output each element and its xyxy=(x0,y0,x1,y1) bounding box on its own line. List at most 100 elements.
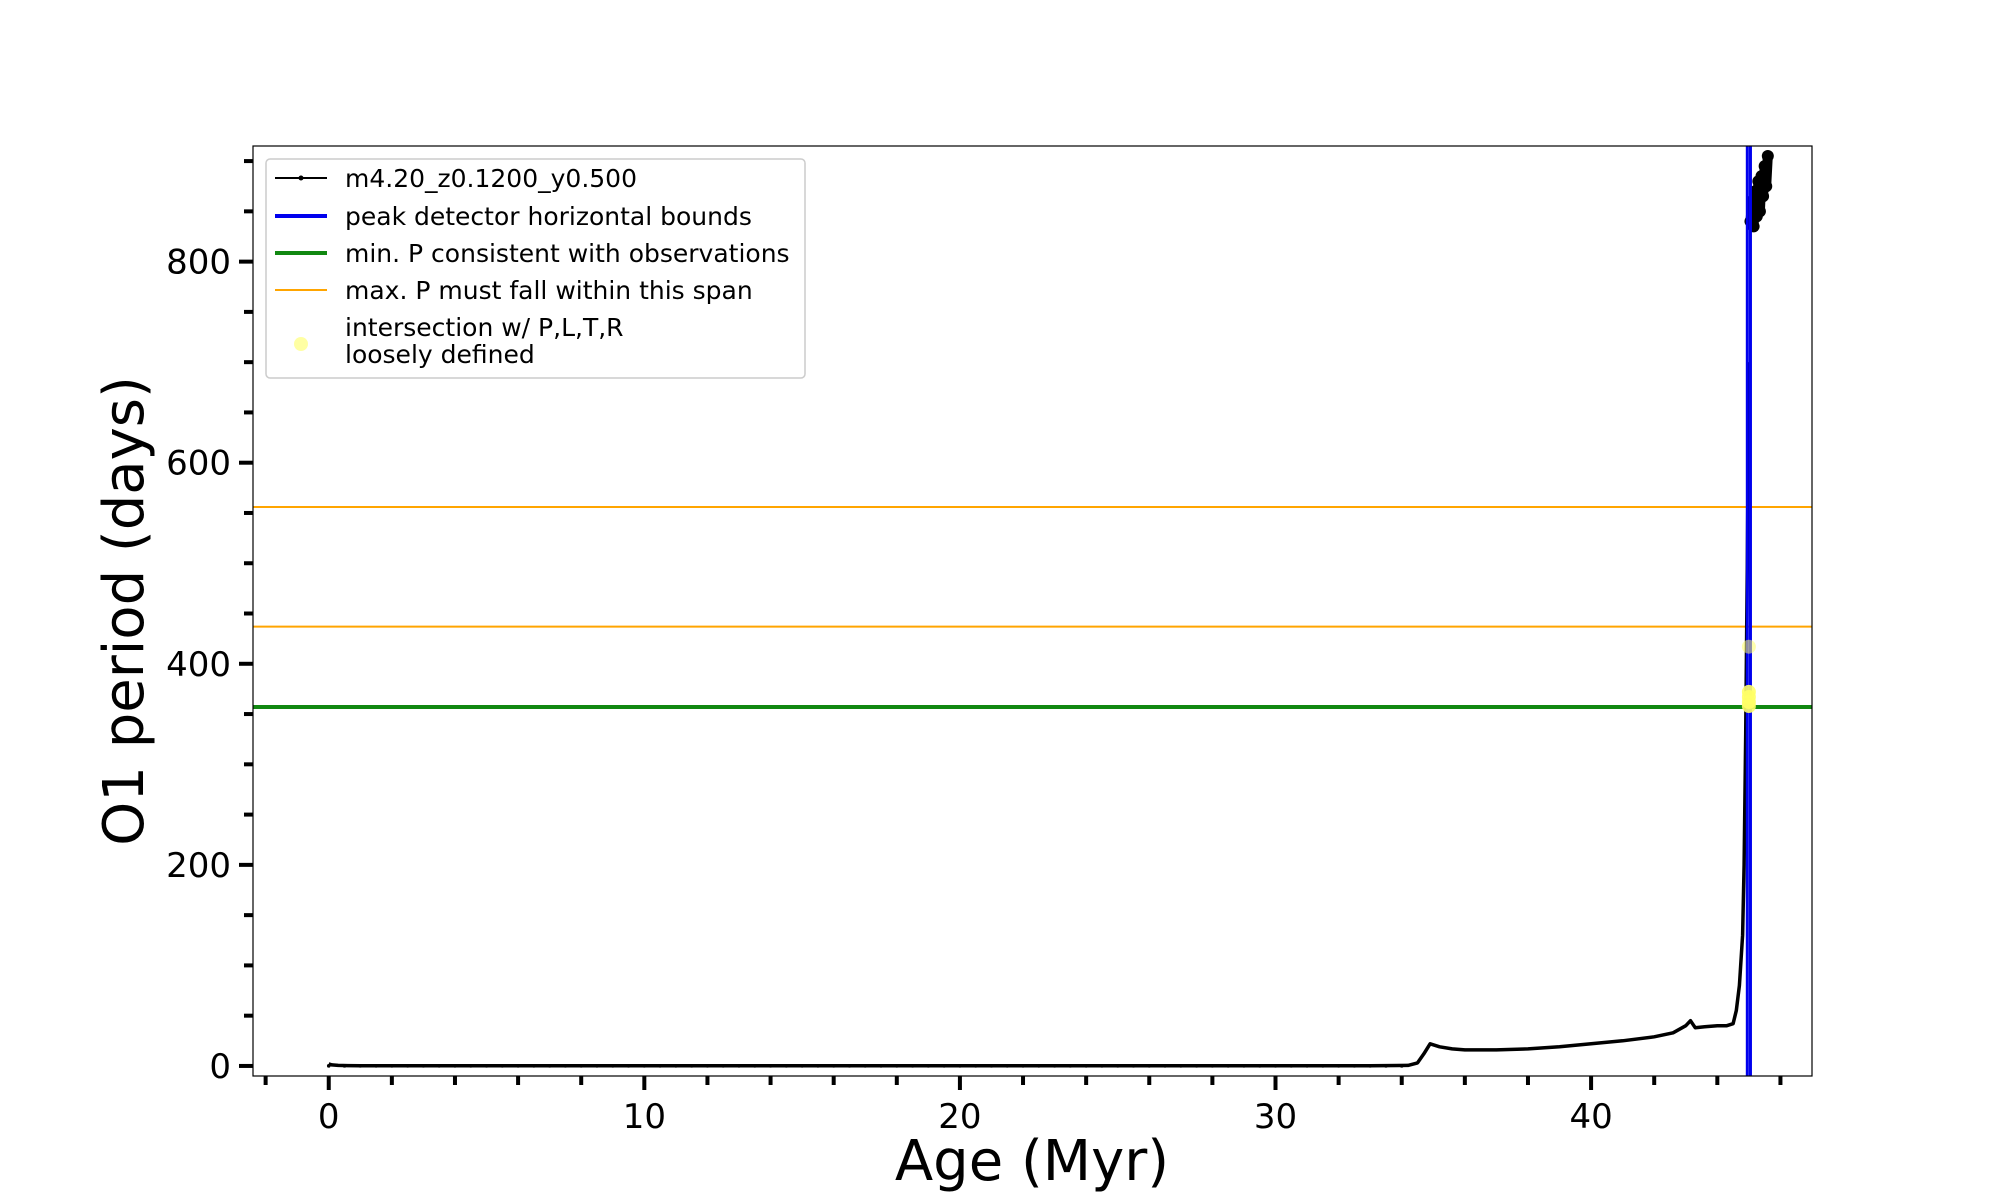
track-marker xyxy=(579,1064,584,1068)
legend-label: loosely defined xyxy=(345,340,535,369)
track-marker xyxy=(752,1064,757,1068)
track-cluster-point xyxy=(1758,160,1771,173)
legend-label: peak detector horizontal bounds xyxy=(345,202,752,231)
x-tick-label: 20 xyxy=(938,1097,981,1137)
track-marker xyxy=(1084,1064,1088,1068)
plot-area xyxy=(253,146,1812,1076)
track-marker xyxy=(421,1064,426,1068)
legend-item: min. P consistent with observations xyxy=(275,239,790,268)
track-marker xyxy=(879,1064,883,1068)
x-axis-label: Age (Myr) xyxy=(895,1129,1169,1194)
track-marker xyxy=(721,1064,726,1068)
track-marker xyxy=(1289,1064,1294,1068)
track-marker xyxy=(1242,1064,1246,1068)
track-marker xyxy=(1384,1064,1388,1068)
legend-swatch-points xyxy=(294,337,308,351)
legend-item: peak detector horizontal bounds xyxy=(275,202,752,231)
track-cluster-point xyxy=(1755,170,1768,183)
track-marker xyxy=(610,1064,615,1068)
legend-item: m4.20_z0.1200_y0.500 xyxy=(275,164,637,193)
track-marker xyxy=(1194,1064,1199,1068)
y-tick-label: 0 xyxy=(209,1047,231,1087)
track-marker xyxy=(816,1064,820,1068)
track-marker xyxy=(658,1064,662,1068)
track-marker xyxy=(626,1064,631,1068)
track-marker xyxy=(405,1064,410,1068)
legend-label: min. P consistent with observations xyxy=(345,239,790,268)
track-marker xyxy=(1163,1064,1167,1068)
x-tick-label: 0 xyxy=(318,1097,340,1137)
track-marker xyxy=(595,1064,599,1068)
track-cluster-point xyxy=(1753,205,1766,218)
x-tick-label: 40 xyxy=(1569,1097,1612,1137)
track-marker xyxy=(942,1064,946,1068)
track-marker xyxy=(1226,1064,1230,1068)
y-axis: 0 200 400 600 800 xyxy=(166,159,253,1087)
legend-label: max. P must fall within this span xyxy=(345,276,753,305)
track-marker xyxy=(547,1064,552,1068)
track-cluster-point xyxy=(1757,190,1770,203)
intersection-point xyxy=(1741,639,1756,654)
track-marker xyxy=(784,1064,789,1068)
track-marker xyxy=(1399,1064,1404,1068)
track-marker xyxy=(1037,1064,1041,1068)
legend-item: max. P must fall within this span xyxy=(275,276,753,305)
x-tick-label: 30 xyxy=(1254,1097,1297,1137)
intersection-point xyxy=(1741,699,1756,714)
y-tick-label: 800 xyxy=(166,243,231,283)
track-marker xyxy=(468,1064,473,1068)
track-marker xyxy=(1305,1064,1309,1068)
track-marker xyxy=(1021,1064,1025,1068)
track-marker xyxy=(1179,1064,1183,1068)
track-marker xyxy=(532,1064,536,1068)
track-marker xyxy=(674,1064,678,1068)
track-marker xyxy=(705,1064,710,1068)
track-marker xyxy=(516,1064,520,1068)
track-marker xyxy=(563,1064,568,1068)
track-marker xyxy=(958,1064,962,1068)
track-marker xyxy=(689,1064,694,1068)
track-marker xyxy=(642,1064,647,1068)
track-cluster-point xyxy=(1761,150,1774,163)
y-tick-label: 600 xyxy=(166,444,231,484)
track-marker xyxy=(484,1064,489,1068)
track-marker xyxy=(1115,1064,1120,1068)
y-tick-label: 400 xyxy=(166,645,231,685)
track-marker xyxy=(894,1064,899,1068)
track-marker xyxy=(453,1064,457,1068)
y-axis-label: O1 period (days) xyxy=(92,376,157,846)
track-marker xyxy=(989,1064,994,1068)
track-marker xyxy=(1210,1064,1215,1068)
track-marker xyxy=(910,1064,915,1068)
track-marker xyxy=(1273,1064,1278,1068)
track-marker xyxy=(1321,1064,1325,1068)
track-marker xyxy=(342,1064,347,1068)
track-marker xyxy=(1336,1064,1341,1068)
track-marker xyxy=(847,1064,852,1068)
track-marker xyxy=(1131,1064,1136,1068)
track-marker xyxy=(358,1064,363,1068)
track-marker xyxy=(1257,1064,1262,1068)
track-marker xyxy=(1052,1064,1057,1068)
track-marker xyxy=(926,1064,931,1068)
track-marker xyxy=(737,1064,741,1068)
track-marker xyxy=(768,1064,773,1068)
track-marker xyxy=(1005,1064,1010,1068)
track-marker xyxy=(374,1064,378,1068)
track-marker xyxy=(800,1064,804,1068)
legend-label: m4.20_z0.1200_y0.500 xyxy=(345,164,637,193)
track-marker xyxy=(500,1064,505,1068)
track-marker xyxy=(1368,1064,1372,1068)
track-marker xyxy=(831,1064,836,1068)
y-tick-label: 200 xyxy=(166,846,231,886)
track-cluster-point xyxy=(1760,180,1773,193)
track-marker xyxy=(973,1064,978,1068)
track-marker xyxy=(390,1064,394,1068)
x-axis: 0 10 20 30 40 xyxy=(263,1076,1783,1137)
track-line xyxy=(328,362,1751,1068)
legend-label: intersection w/ P,L,T,R xyxy=(345,313,624,342)
track-marker xyxy=(1100,1064,1104,1068)
